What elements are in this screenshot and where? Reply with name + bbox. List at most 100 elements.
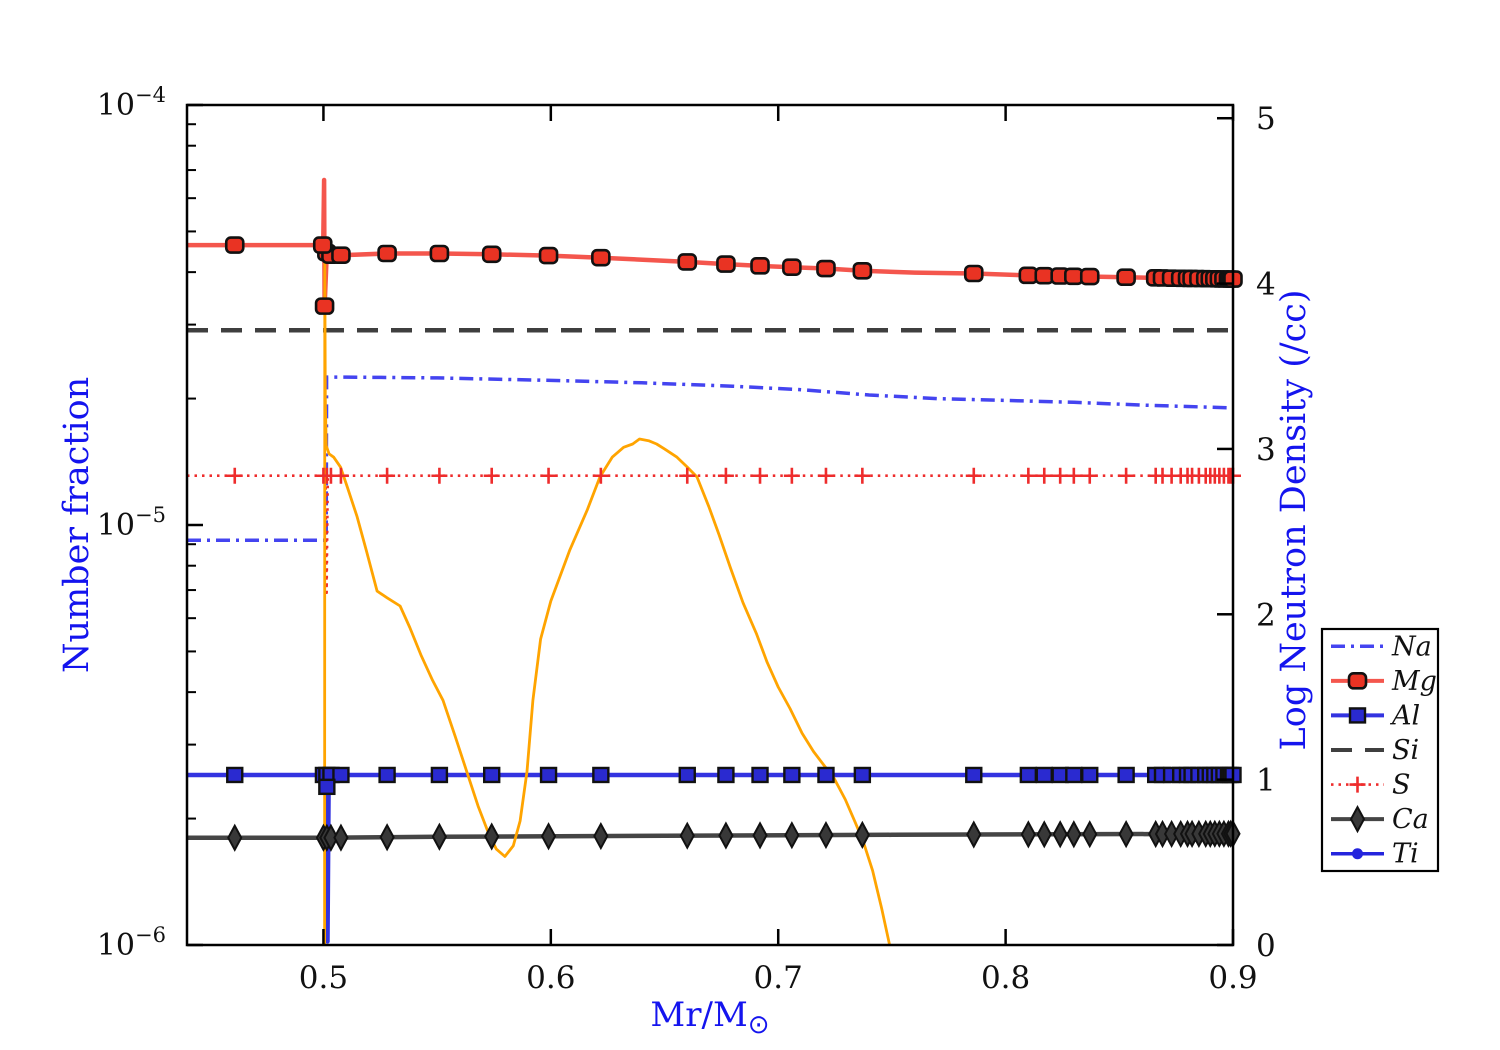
x-tick-label: 0.6 [526, 960, 575, 996]
marker-Al [592, 766, 610, 784]
marker-Al [1117, 766, 1135, 784]
y-right-tick-label: 4 [1256, 267, 1276, 303]
y-right-tick-label: 1 [1256, 763, 1276, 799]
marker-Mg [816, 259, 836, 278]
marker-Al [430, 766, 449, 784]
marker-S [783, 467, 800, 484]
x-tick-label: 0.9 [1208, 960, 1257, 996]
marker-S [1036, 467, 1053, 484]
marker-S [592, 467, 609, 484]
marker-Ca [1036, 820, 1052, 849]
marker-Mg [782, 258, 802, 276]
marker-Al [1348, 707, 1367, 724]
series-S-line [187, 474, 1233, 594]
marker-Ca [679, 821, 695, 850]
marker-Ca [379, 823, 395, 852]
marker-Mg [1347, 672, 1368, 690]
marker-Al [1035, 766, 1053, 784]
marker-S [752, 467, 769, 484]
marker-Ca [540, 822, 557, 851]
marker-S [1020, 467, 1037, 484]
marker-Mg [538, 246, 559, 265]
marker-Mg [377, 244, 397, 263]
marker-S [332, 467, 349, 484]
series-Al-line [187, 772, 1233, 944]
marker-Mg [312, 236, 333, 254]
y-left-tick-label: 10−6 [97, 923, 166, 963]
marker-Mg [591, 248, 611, 267]
marker-Al [483, 766, 501, 784]
marker-Mg [1116, 268, 1136, 287]
marker-Ca [718, 821, 734, 850]
marker-Ca [818, 820, 834, 850]
marker-Mg [852, 261, 873, 280]
marker-Ca [323, 823, 339, 852]
marker-Ca [854, 820, 870, 849]
marker-Mg [429, 244, 450, 263]
marker-S [817, 467, 834, 484]
marker-Al [783, 766, 801, 784]
marker-Mg [314, 297, 335, 315]
x-tick-label: 0.5 [299, 960, 348, 996]
y-left-tick-label: 10−4 [97, 83, 166, 123]
marker-Mg [1034, 266, 1055, 285]
marker-Ca [593, 821, 609, 851]
y-right-tick-label: 0 [1256, 928, 1276, 964]
marker-Mg [963, 264, 984, 283]
legend-label-Ti: Ti [1392, 839, 1419, 870]
marker-Mg [224, 236, 245, 254]
marker-Ca [1082, 820, 1098, 849]
legend-label-Al: Al [1389, 700, 1420, 731]
marker-Mg [1018, 266, 1039, 285]
x-tick-label: 0.7 [754, 960, 803, 996]
marker-Mg [481, 245, 502, 264]
legend-label-Ca: Ca [1392, 804, 1429, 835]
marker-Ca [1052, 820, 1068, 849]
y-left-tick-label: 10−5 [97, 503, 166, 543]
y-right-tick-label: 2 [1256, 597, 1276, 633]
y-right-tick-label: 3 [1256, 432, 1276, 468]
marker-S [431, 467, 448, 484]
marker-S [1052, 467, 1069, 484]
marker-Ca [752, 821, 768, 850]
marker-Ti [1352, 848, 1363, 860]
marker-Mg [331, 246, 351, 264]
marker-Ca [784, 821, 800, 850]
marker-Al [1019, 766, 1038, 784]
marker-S [226, 467, 243, 484]
marker-Al [332, 766, 350, 784]
marker-Ca [1349, 805, 1366, 834]
marker-S [679, 467, 696, 484]
marker-S [1118, 467, 1135, 484]
marker-Mg [677, 253, 698, 271]
marker-Al [717, 766, 735, 784]
y-right-axis-label: Log Neutron Density (/cc) [1274, 290, 1314, 751]
marker-Al [318, 778, 336, 796]
marker-Al [1081, 766, 1099, 784]
marker-S [483, 467, 500, 484]
marker-Mg [750, 257, 770, 275]
legend-label-S: S [1392, 770, 1411, 801]
legend-label-Na: Na [1391, 631, 1432, 662]
y-right-tick-label: 5 [1256, 101, 1276, 137]
marker-S [854, 467, 871, 484]
marker-S [379, 467, 396, 484]
series-Na-line [187, 375, 1234, 542]
marker-S [540, 467, 557, 484]
marker-Al [965, 766, 983, 784]
marker-S [965, 467, 982, 484]
marker-Ca [1020, 820, 1036, 849]
marker-Al [378, 766, 396, 784]
marker-Ca [431, 822, 448, 851]
legend-label-Mg: Mg [1391, 666, 1437, 697]
marker-Ca [484, 822, 500, 851]
marker-Mg [1064, 267, 1084, 286]
marker-Al [751, 766, 769, 784]
marker-S [1081, 467, 1098, 484]
marker-Mg [1079, 267, 1100, 286]
marker-Al [817, 766, 835, 784]
x-axis-label: Mr/M⊙ [650, 995, 769, 1040]
x-tick-label: 0.8 [981, 960, 1030, 996]
